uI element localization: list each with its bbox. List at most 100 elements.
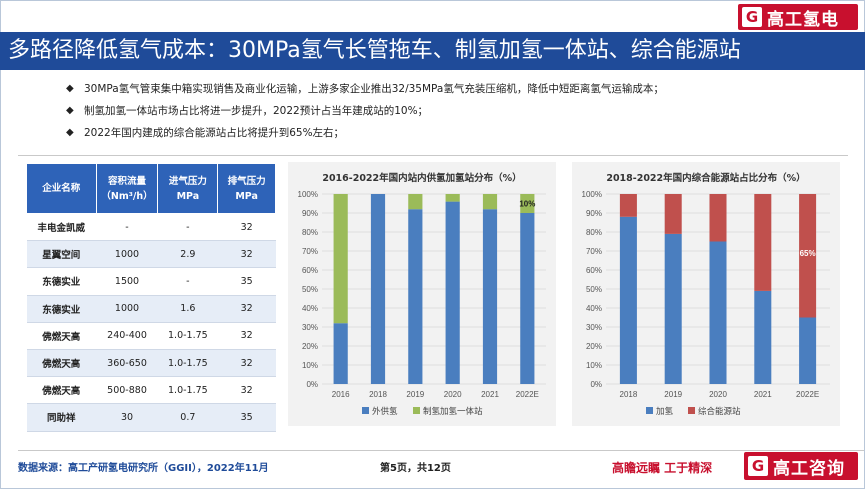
table-row: 佛燃天高 240-400 1.0-1.75 32 (26, 322, 276, 350)
bar-segment (664, 233, 682, 384)
legend-label: 综合能源站 (698, 406, 741, 416)
cell-outlet: 32 (217, 376, 276, 405)
cell-inlet: - (157, 213, 218, 242)
cell-company: 佛燃天高 (26, 376, 97, 405)
bar-segment (799, 194, 817, 318)
legend-label: 加氢 (656, 406, 674, 416)
table-row: 星翼空间 1000 2.9 32 (26, 240, 276, 269)
y-tick-label: 0% (590, 380, 602, 389)
x-tick-label: 2019 (664, 390, 682, 399)
cell-outlet: 32 (217, 349, 276, 378)
footer-divider (18, 450, 864, 451)
table-row: 佛燃天高 500-880 1.0-1.75 32 (26, 376, 276, 405)
x-tick-label: 2020 (444, 390, 462, 399)
col-header-outlet-pressure: 排气压力 MPa (217, 163, 276, 214)
bullet-text: 制氢加氢一体站市场占比将进一步提升，2022预计占当年建成站的10%； (84, 105, 429, 117)
cell-flow: - (96, 213, 158, 242)
bullet-item: ◆ 30MPa氢气管束集中箱实现销售及商业化运输，上游多家企业推出32/35MPa… (66, 80, 846, 102)
cell-outlet: 35 (217, 403, 276, 432)
cell-flow: 1000 (96, 240, 158, 269)
bar-segment (754, 194, 772, 291)
compressor-table: 企业名称 容积流量 （Nm³/h） 进气压力 MPa 排气压力 MPa 丰电金凯… (26, 163, 276, 432)
table-row: 丰电金凯威 - -32 (26, 213, 276, 242)
chart-integrated-energy: 2018-2022年国内综合能源站占比分布（%） 0% 10% 20% 30% 40% 5… (572, 162, 840, 426)
y-tick-label: 90% (302, 209, 318, 218)
bullet-text: 30MPa氢气管束集中箱实现销售及商业化运输，上游多家企业推出32/35MPa氢… (84, 83, 664, 95)
bar-segment (520, 194, 535, 213)
cell-inlet: 2.9 (157, 240, 218, 269)
chart-title: 2016-2022年国内站内供氢加氢站分布（%） (322, 173, 522, 184)
bar-segment (333, 323, 348, 384)
chart-onsite-hydrogen: 2016-2022年国内站内供氢加氢站分布（%） 0% 10% 20% 30% 40% 5… (288, 162, 556, 426)
cell-flow: 240-400 (96, 322, 158, 350)
table-header-row: 企业名称 容积流量 （Nm³/h） 进气压力 MPa 排气压力 MPa (26, 163, 276, 214)
x-tick-label: 2021 (481, 390, 499, 399)
y-tick-label: 70% (586, 247, 602, 256)
x-tick-label: 2016 (332, 390, 350, 399)
cell-outlet: 35 (217, 267, 276, 296)
cell-company: 佛燃天高 (26, 349, 97, 378)
y-tick-label: 100% (298, 190, 318, 199)
legend-swatch (362, 407, 369, 414)
bar-segment (709, 241, 727, 384)
cell-company: 星翼空间 (26, 240, 97, 269)
x-tick-label: 2021 (754, 390, 772, 399)
cell-inlet: 1.0-1.75 (157, 322, 218, 350)
slide-title: 多路径降低氢气成本：30MPa氢气长管拖车、制氢加氢一体站、综合能源站 (0, 32, 865, 70)
y-tick-label: 30% (586, 323, 602, 332)
bar-segment (408, 194, 423, 210)
cell-inlet: 1.6 (157, 295, 218, 323)
y-tick-label: 50% (586, 285, 602, 294)
cell-outlet: 32 (217, 240, 276, 269)
y-tick-label: 20% (586, 342, 602, 351)
legend-label: 制氢加氢一体站 (423, 406, 483, 416)
cell-outlet: 32 (217, 213, 276, 242)
cell-outlet: 32 (217, 295, 276, 323)
y-tick-label: 100% (582, 190, 602, 199)
cell-flow: 30 (96, 403, 158, 432)
data-label: 65% (800, 249, 816, 258)
bar-segment (619, 194, 637, 217)
bar-segment (754, 290, 772, 384)
y-tick-label: 80% (586, 228, 602, 237)
x-tick-label: 2018 (620, 390, 638, 399)
y-tick-label: 50% (302, 285, 318, 294)
brand-name: 高工咨询 (773, 458, 845, 479)
x-tick-label: 2018 (369, 390, 387, 399)
cell-company: 佛燃天高 (26, 322, 97, 350)
cell-flow: 500-880 (96, 376, 158, 405)
x-tick-label: 2022E (516, 390, 539, 399)
cell-flow: 1000 (96, 295, 158, 323)
legend-swatch (688, 407, 695, 414)
bar-segment (619, 216, 637, 384)
cell-inlet: - (157, 267, 218, 296)
bar-segment (333, 194, 348, 324)
diamond-bullet-icon: ◆ (66, 105, 74, 116)
cell-company: 丰电金凯威 (26, 213, 97, 242)
chart-title: 2018-2022年国内综合能源站占比分布（%） (606, 173, 806, 184)
cell-inlet: 1.0-1.75 (157, 376, 218, 405)
chart-svg: 0% 10% 20% 30% 40% 50% 60% 70% 80% 90% 100% 2018 201… (582, 190, 830, 416)
bar-segment (482, 209, 498, 384)
bar-segment (482, 194, 498, 210)
y-tick-label: 90% (586, 209, 602, 218)
y-tick-label: 20% (302, 342, 318, 351)
x-tick-label: 2019 (406, 390, 424, 399)
col-header-company: 企业名称 (26, 163, 97, 214)
bar-segment (445, 194, 460, 202)
legend-swatch (413, 407, 420, 414)
cell-inlet: 0.7 (157, 403, 218, 432)
y-tick-label: 0% (306, 380, 318, 389)
brand-logo-bottom: G 高工咨询 (744, 452, 858, 480)
y-tick-label: 40% (586, 304, 602, 313)
y-tick-label: 70% (302, 247, 318, 256)
logo-mark-icon: G (748, 456, 768, 476)
cell-outlet: 32 (217, 322, 276, 350)
divider (18, 155, 848, 156)
bar-segment (370, 194, 386, 384)
x-tick-label: 2022E (796, 390, 819, 399)
legend-swatch (646, 407, 653, 414)
data-label: 10% (519, 200, 535, 209)
chart-svg: 0% 10% 20% 30% 40% 50% 60% 70% 80% 90% 100% 2016 201… (298, 190, 546, 416)
bar-segment (664, 194, 682, 234)
